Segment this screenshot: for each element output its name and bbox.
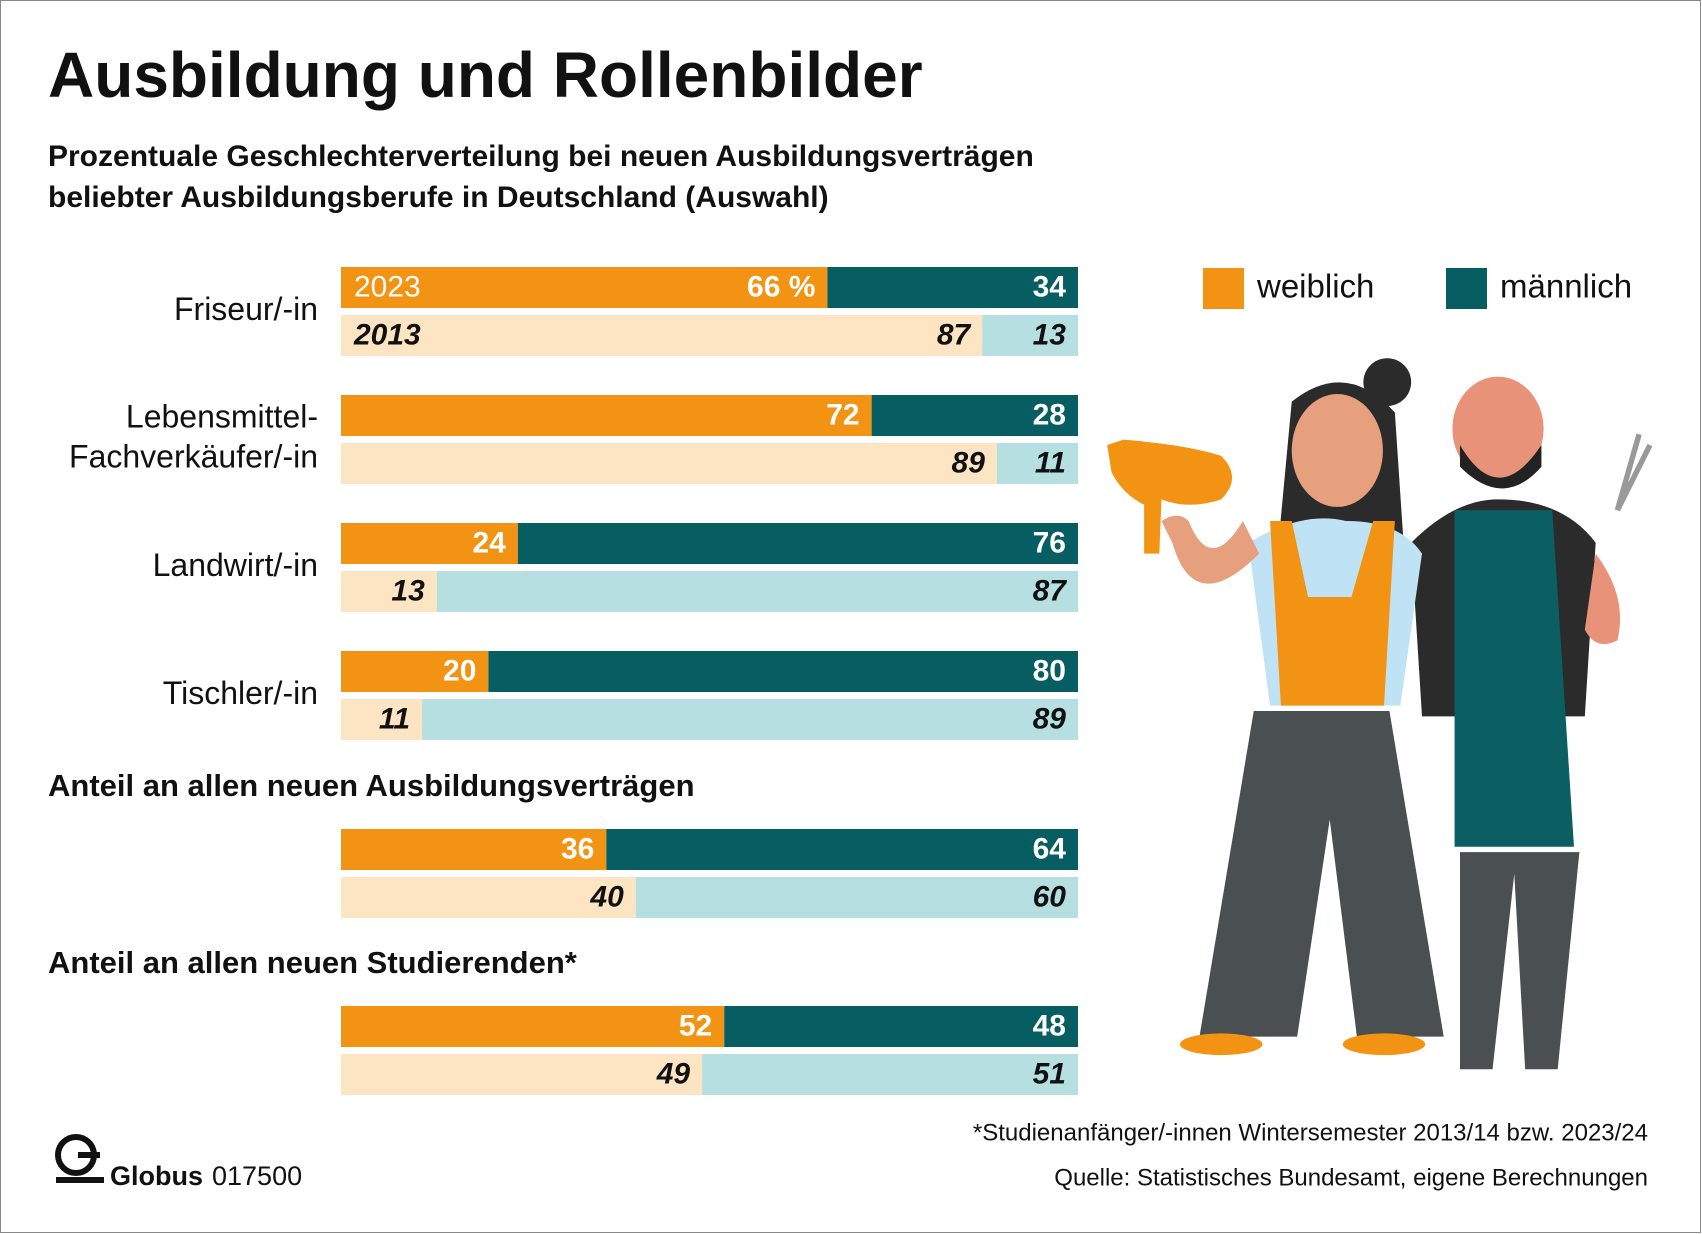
chart-subtitle: Prozentuale Geschlechterverteilung bei n… <box>48 140 1034 173</box>
value-label: 28 <box>1033 398 1066 431</box>
bar-segment <box>422 699 1078 740</box>
value-label: 20 <box>443 654 476 687</box>
value-label: 11 <box>1035 446 1066 479</box>
row-label: 2023 <box>354 270 421 303</box>
legend-label: männlich <box>1500 268 1632 305</box>
bar-segment <box>341 651 489 692</box>
bar-segment <box>341 571 437 612</box>
bar-segment <box>982 315 1078 356</box>
value-label: 51 <box>1033 1057 1066 1090</box>
bar-segment <box>827 267 1078 308</box>
value-label: 34 <box>1033 270 1067 303</box>
bar-segment <box>724 1006 1078 1047</box>
bar-segment <box>871 395 1078 436</box>
category-label: Lebensmittel-Fachverkäufer/-in <box>69 399 318 475</box>
legend-swatch <box>1446 268 1487 309</box>
bar-segment <box>341 1006 725 1047</box>
section-heading: Anteil an allen neuen Ausbildungsverträg… <box>48 768 695 803</box>
bar-segment <box>488 651 1078 692</box>
bar-segment <box>341 829 607 870</box>
value-label: 49 <box>656 1057 691 1090</box>
value-label: 89 <box>1033 702 1067 735</box>
chart-title: Ausbildung und Rollenbilder <box>48 39 923 111</box>
chart-subtitle: beliebter Ausbildungsberufe in Deutschla… <box>48 181 829 214</box>
bar-segment <box>341 523 518 564</box>
value-label: 36 <box>561 832 594 865</box>
value-label: 64 <box>1033 832 1067 865</box>
bar-segment <box>436 571 1078 612</box>
logo <box>55 1134 104 1183</box>
value-label: 80 <box>1033 654 1066 687</box>
bar-segment <box>635 877 1078 918</box>
value-label: 87 <box>937 318 972 351</box>
illustration <box>1107 358 1653 1070</box>
bar-segment <box>341 315 983 356</box>
category-label: Landwirt/-in <box>153 547 318 583</box>
bar-segment <box>341 1054 703 1095</box>
value-label: 76 <box>1033 526 1066 559</box>
value-label: 89 <box>952 446 986 479</box>
category-label: Tischler/-in <box>163 675 318 711</box>
value-label: 60 <box>1033 880 1067 913</box>
value-label: 24 <box>473 526 507 559</box>
bar-segment <box>341 699 423 740</box>
value-label: 87 <box>1033 574 1068 607</box>
footnote: *Studienanfänger/-innen Wintersemester 2… <box>973 1119 1648 1146</box>
brand: Globus <box>110 1161 203 1191</box>
value-label: 11 <box>379 702 410 735</box>
legend-swatch <box>1203 268 1244 309</box>
value-label: 66 % <box>747 270 815 303</box>
section-heading: Anteil an allen neuen Studierenden* <box>48 945 578 980</box>
bar-segment <box>341 877 636 918</box>
source: Quelle: Statistisches Bundesamt, eigene … <box>1054 1164 1648 1191</box>
value-label: 13 <box>1033 318 1067 351</box>
value-label: 48 <box>1033 1009 1066 1042</box>
bar-segment <box>702 1054 1078 1095</box>
category-label: Friseur/-in <box>174 291 318 327</box>
bar-segment <box>341 395 872 436</box>
value-label: 52 <box>679 1009 712 1042</box>
bar-segment <box>996 443 1078 484</box>
row-label: 2013 <box>353 318 421 351</box>
bar-segment <box>341 267 828 308</box>
bar-segment <box>341 443 997 484</box>
value-label: 72 <box>826 398 859 431</box>
bar-segment <box>606 829 1078 870</box>
bar-segment <box>517 523 1078 564</box>
value-label: 13 <box>391 574 425 607</box>
code: 017500 <box>212 1161 302 1191</box>
legend-label: weiblich <box>1256 268 1374 305</box>
value-label: 40 <box>589 880 624 913</box>
